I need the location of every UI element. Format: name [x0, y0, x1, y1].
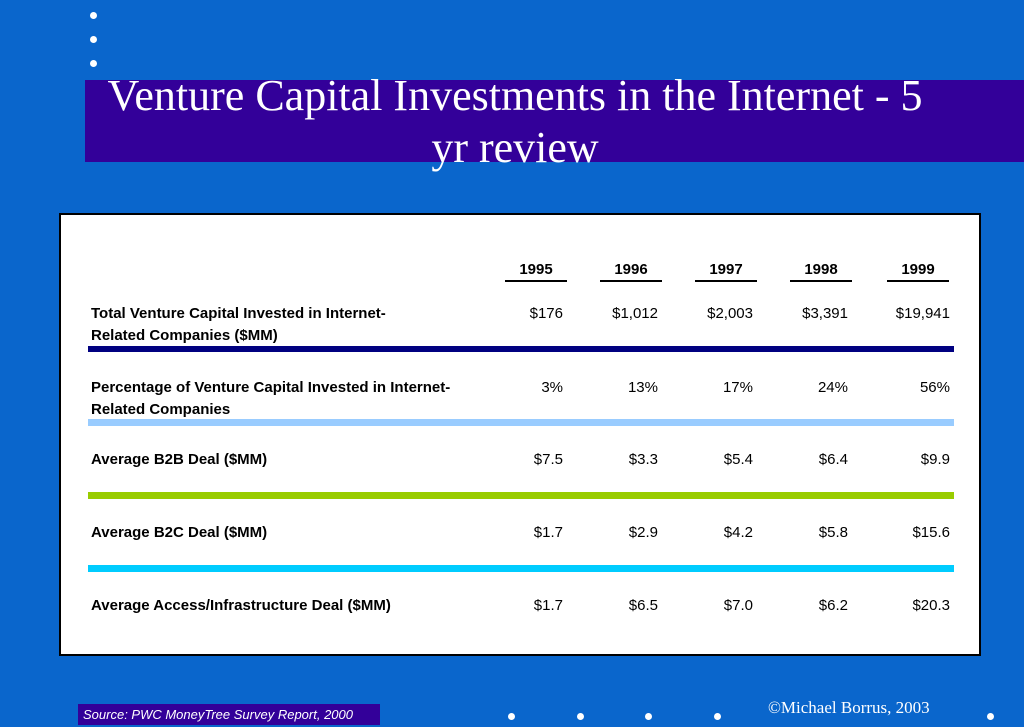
decor-dot — [987, 713, 994, 720]
source-note: Source: PWC MoneyTree Survey Report, 200… — [78, 704, 380, 725]
decor-dot — [577, 713, 584, 720]
decor-dot — [90, 12, 97, 19]
decor-dot — [508, 713, 515, 720]
decor-dot — [714, 713, 721, 720]
row-value: $6.4 — [818, 451, 848, 468]
copyright-note: ©Michael Borrus, 2003 — [768, 698, 930, 717]
slide-title: Venture Capital Investments in the Inter… — [107, 71, 923, 172]
row-value: $3,391 — [802, 305, 848, 322]
row-value: $176 — [529, 305, 563, 322]
row-value: $9.9 — [920, 451, 950, 468]
row-label: Average B2C Deal ($MM) — [91, 524, 268, 541]
decor-dot — [90, 60, 97, 67]
year-header: 1996 — [600, 261, 662, 282]
year-header: 1998 — [790, 261, 852, 282]
row-label: Average B2B Deal ($MM) — [91, 451, 268, 468]
row-label: Average Access/Infrastructure Deal ($MM) — [91, 597, 391, 614]
year-header: 1995 — [505, 261, 567, 282]
row-value: $6.2 — [818, 597, 848, 614]
decor-dot — [90, 36, 97, 43]
title-band — [85, 80, 1024, 162]
row-value: $1.7 — [533, 597, 563, 614]
row-value: $3.3 — [628, 451, 658, 468]
row-value: $7.5 — [533, 451, 563, 468]
row-value: $1,012 — [612, 305, 658, 322]
row-value: $19,941 — [895, 305, 950, 322]
row-value: $2.9 — [628, 524, 658, 541]
row-separator — [88, 346, 954, 352]
row-value: 56% — [919, 379, 950, 396]
row-value: $4.2 — [723, 524, 753, 541]
row-value: 17% — [722, 379, 753, 396]
year-header: 1999 — [887, 261, 949, 282]
row-label: Total Venture Capital Invested in Intern… — [91, 305, 386, 344]
row-label: Percentage of Venture Capital Invested i… — [91, 379, 451, 418]
row-value: 24% — [817, 379, 848, 396]
row-value: $7.0 — [723, 597, 753, 614]
row-value: $15.6 — [912, 524, 950, 541]
year-header: 1997 — [695, 261, 757, 282]
row-separator — [88, 565, 954, 572]
row-separator — [88, 492, 954, 499]
row-separator — [88, 419, 954, 426]
data-table: 1995 1996 1997 1998 1999 Total Venture C… — [59, 213, 981, 656]
row-value: 3% — [541, 379, 563, 396]
row-value: $6.5 — [628, 597, 658, 614]
row-value: $5.4 — [723, 451, 753, 468]
row-value: $20.3 — [912, 597, 950, 614]
decor-dot — [645, 713, 652, 720]
row-value: $5.8 — [818, 524, 848, 541]
row-value: $2,003 — [707, 305, 753, 322]
row-value: 13% — [627, 379, 658, 396]
row-value: $1.7 — [533, 524, 563, 541]
